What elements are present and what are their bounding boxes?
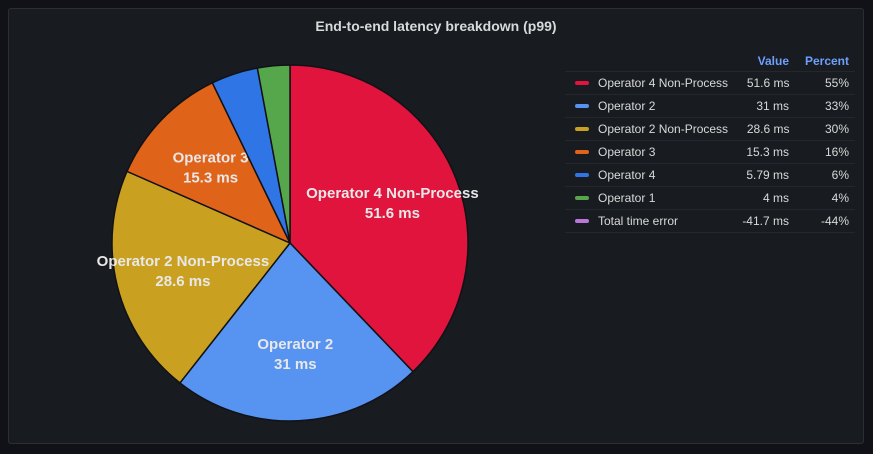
- legend-row[interactable]: Operator 4 Non-Process 51.6 ms 55%: [565, 71, 855, 95]
- legend-series-value: -41.7 ms: [742, 214, 789, 228]
- legend-series-percent: 30%: [824, 122, 849, 136]
- legend-row[interactable]: Operator 1 4 ms 4%: [565, 187, 855, 210]
- panel-title: End-to-end latency breakdown (p99): [315, 18, 557, 34]
- legend-row[interactable]: Operator 2 31 ms 33%: [565, 95, 855, 118]
- legend-series-percent: 4%: [831, 191, 849, 205]
- legend-swatch: [575, 127, 589, 131]
- legend-swatch: [575, 150, 589, 154]
- legend-series-name: Operator 4 Non-Process: [598, 76, 729, 90]
- legend-series-name: Operator 2 Non-Process: [598, 122, 729, 136]
- legend-series-percent: 55%: [824, 76, 849, 90]
- legend-swatch: [575, 196, 589, 200]
- chart-panel: End-to-end latency breakdown (p99) Opera…: [8, 8, 864, 444]
- legend-row[interactable]: Operator 4 5.79 ms 6%: [565, 164, 855, 187]
- legend-value-header[interactable]: Value: [757, 54, 789, 68]
- legend-series-value: 4 ms: [762, 191, 789, 205]
- legend-swatch: [575, 219, 589, 223]
- legend-series-percent: -44%: [820, 214, 849, 228]
- pie-slice-label: Operator 2 31 ms: [257, 336, 333, 373]
- legend-series-value: 51.6 ms: [746, 76, 790, 90]
- legend-swatch: [575, 173, 589, 177]
- pie-slice-operator-2-non-process[interactable]: [111, 170, 292, 384]
- legend-series-value: 28.6 ms: [746, 122, 790, 136]
- legend-row[interactable]: Total time error -41.7 ms -44%: [565, 210, 855, 233]
- legend-swatch: [575, 104, 589, 108]
- pie-slice-operator-3[interactable]: [126, 81, 292, 245]
- legend-row[interactable]: Operator 3 15.3 ms 16%: [565, 141, 855, 164]
- pie-slice-operator-4-non-process[interactable]: [289, 64, 469, 373]
- legend-series-name: Operator 1: [598, 191, 656, 205]
- pie-slice-operator-1[interactable]: [256, 64, 291, 244]
- legend-rows: Operator 4 Non-Process 51.6 ms 55% Operator…: [565, 71, 855, 233]
- legend-row[interactable]: Operator 2 Non-Process 28.6 ms 30%: [565, 118, 855, 141]
- pie-slice-label: Operator 2 Non-Process 28.6 ms: [97, 253, 270, 290]
- legend-swatch: [575, 81, 589, 85]
- legend-series-name: Operator 4: [598, 168, 656, 182]
- pie-slice-label: Operator 3 15.3 ms: [173, 149, 249, 186]
- legend-series-percent: 6%: [831, 168, 849, 182]
- legend-series-name: Operator 2: [598, 99, 656, 113]
- legend-header: Value Percent: [565, 51, 855, 71]
- legend-series-value: 31 ms: [756, 99, 789, 113]
- legend-series-percent: 16%: [824, 145, 849, 159]
- legend-series-name: Total time error: [598, 214, 679, 228]
- pie-slice-operator-2[interactable]: [178, 241, 415, 422]
- pie-slice-label: Operator 4 Non-Process 51.6 ms: [306, 185, 479, 222]
- legend-series-name: Operator 3: [598, 145, 656, 159]
- legend-percent-header[interactable]: Percent: [804, 54, 849, 68]
- legend-series-percent: 33%: [824, 99, 849, 113]
- legend-series-value: 15.3 ms: [746, 145, 789, 159]
- legend-series-value: 5.79 ms: [746, 168, 789, 182]
- legend-table: Value Percent Operator 4 Non-Process 51.6…: [565, 51, 855, 233]
